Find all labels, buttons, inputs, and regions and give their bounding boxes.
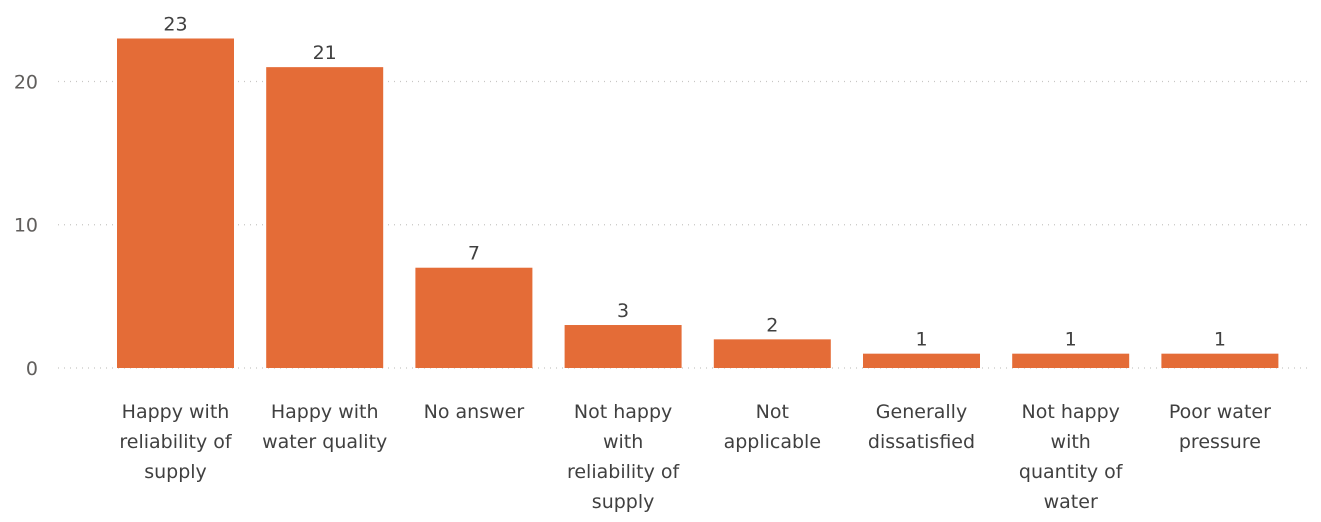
bar[interactable] — [564, 325, 682, 368]
bars — [117, 38, 1279, 369]
category-label-line: supply — [144, 461, 207, 483]
y-tick-label: 10 — [14, 215, 38, 237]
bar[interactable] — [863, 353, 980, 368]
y-tick-label: 0 — [26, 358, 38, 380]
category-label: Not happy with quantity of water — [1019, 401, 1124, 513]
category-label-line: Poor water — [1169, 401, 1271, 423]
category-label: No answer — [424, 401, 525, 423]
category-label: Poor water pressure — [1169, 401, 1271, 453]
category-label: Happy with reliability of supply — [119, 401, 233, 483]
category-label: Not applicable — [724, 401, 821, 453]
category-label-line: Happy with — [271, 401, 379, 423]
category-label: Not happy with reliability of supply — [567, 401, 681, 513]
category-label: Happy with water quality — [262, 401, 387, 453]
data-label: 1 — [1214, 329, 1226, 351]
category-label-line: with — [603, 431, 643, 453]
category-label-line: pressure — [1179, 431, 1261, 453]
category-label-line: water — [1044, 491, 1098, 513]
category-label-line: supply — [592, 491, 655, 513]
category-label-line: with — [1051, 431, 1091, 453]
category-label-line: reliability of — [119, 431, 233, 453]
category-label-line: reliability of — [567, 461, 681, 483]
category-label: Generally dissatisfied — [868, 401, 975, 453]
data-label: 21 — [313, 42, 337, 64]
category-label-line: Not happy — [574, 401, 672, 423]
category-label-line: applicable — [724, 431, 821, 453]
data-label: 7 — [468, 243, 480, 265]
data-label: 3 — [617, 300, 629, 322]
category-label-line: quantity of — [1019, 461, 1124, 483]
category-label-line: Not happy — [1022, 401, 1120, 423]
bar[interactable] — [1161, 353, 1279, 368]
category-label-line: Not — [756, 401, 789, 423]
data-label: 23 — [163, 13, 187, 35]
y-tick-label: 20 — [14, 71, 38, 93]
y-axis: 0 10 20 — [14, 71, 38, 380]
data-label: 1 — [915, 329, 927, 351]
category-label-line: Generally — [876, 401, 967, 423]
gridlines — [58, 80, 1310, 369]
category-label-line: water quality — [262, 431, 387, 453]
data-label: 1 — [1065, 329, 1077, 351]
bar[interactable] — [266, 67, 384, 369]
bar[interactable] — [117, 38, 234, 368]
bar[interactable] — [1012, 353, 1130, 368]
category-label-line: No answer — [424, 401, 525, 423]
data-label: 2 — [766, 314, 778, 336]
category-label-line: Happy with — [122, 401, 230, 423]
bar[interactable] — [415, 267, 533, 368]
bar[interactable] — [713, 339, 831, 368]
category-label-line: dissatisfied — [868, 431, 975, 453]
